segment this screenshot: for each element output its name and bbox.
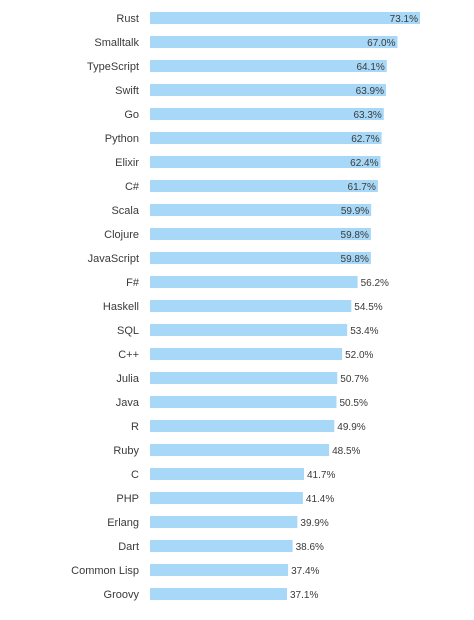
value-label: 59.9% (341, 206, 369, 217)
bar (150, 348, 343, 360)
bar (150, 108, 384, 120)
category-label: Haskell (103, 301, 139, 313)
bar (150, 396, 337, 408)
bar (150, 372, 338, 384)
bar (150, 132, 382, 144)
value-label: 49.9% (337, 422, 365, 433)
bar (150, 300, 352, 312)
value-label: 52.0% (345, 350, 373, 361)
bar (150, 420, 335, 432)
value-label: 62.4% (350, 158, 378, 169)
category-label: Clojure (104, 229, 139, 241)
value-label: 50.7% (340, 374, 368, 385)
category-label: C# (125, 181, 140, 193)
bar (150, 276, 358, 288)
value-label: 50.5% (340, 398, 368, 409)
value-label: 41.4% (306, 494, 334, 505)
value-label: 37.1% (290, 590, 318, 601)
bar (150, 204, 372, 216)
category-label: R (131, 421, 139, 433)
category-label: Smalltalk (94, 37, 139, 49)
value-label: 39.9% (300, 518, 328, 529)
bar (150, 492, 303, 504)
value-label: 54.5% (354, 302, 382, 313)
category-label: Groovy (104, 589, 140, 601)
category-label: Erlang (107, 517, 139, 529)
bar (150, 564, 289, 576)
category-label: Python (105, 133, 139, 145)
bar (150, 444, 330, 456)
category-label: Ruby (113, 445, 139, 457)
bar (150, 540, 293, 552)
bar (150, 228, 371, 240)
bar (150, 36, 398, 48)
category-label: TypeScript (87, 61, 139, 73)
category-label: Rust (116, 13, 139, 25)
value-label: 37.4% (291, 566, 319, 577)
value-label: 63.9% (356, 86, 384, 97)
bar (150, 516, 298, 528)
category-label: Dart (118, 541, 139, 553)
value-label: 48.5% (332, 446, 360, 457)
value-label: 63.3% (353, 110, 381, 121)
bar (150, 84, 386, 96)
value-label: 64.1% (356, 62, 384, 73)
value-label: 67.0% (367, 38, 395, 49)
bar (150, 252, 371, 264)
category-label: Elixir (115, 157, 139, 169)
bar (150, 12, 420, 24)
category-label: C (131, 469, 139, 481)
category-label: Julia (116, 373, 140, 385)
category-label: Common Lisp (71, 565, 139, 577)
value-label: 59.8% (341, 230, 369, 241)
category-label: Scala (111, 205, 139, 217)
bar (150, 156, 381, 168)
category-label: SQL (117, 325, 139, 337)
value-label: 56.2% (361, 278, 389, 289)
value-label: 73.1% (390, 14, 418, 25)
bar (150, 588, 287, 600)
category-label: Go (124, 109, 139, 121)
category-label: C++ (118, 349, 139, 361)
value-label: 38.6% (296, 542, 324, 553)
value-label: 53.4% (350, 326, 378, 337)
bar (150, 180, 378, 192)
bar (150, 324, 348, 336)
category-label: Swift (115, 85, 139, 97)
value-label: 59.8% (341, 254, 369, 265)
bar (150, 60, 387, 72)
value-label: 62.7% (351, 134, 379, 145)
category-label: Java (116, 397, 140, 409)
value-label: 61.7% (348, 182, 376, 193)
category-label: JavaScript (88, 253, 139, 265)
category-label: F# (126, 277, 140, 289)
bar (150, 468, 304, 480)
category-label: PHP (116, 493, 139, 505)
value-label: 41.7% (307, 470, 335, 481)
